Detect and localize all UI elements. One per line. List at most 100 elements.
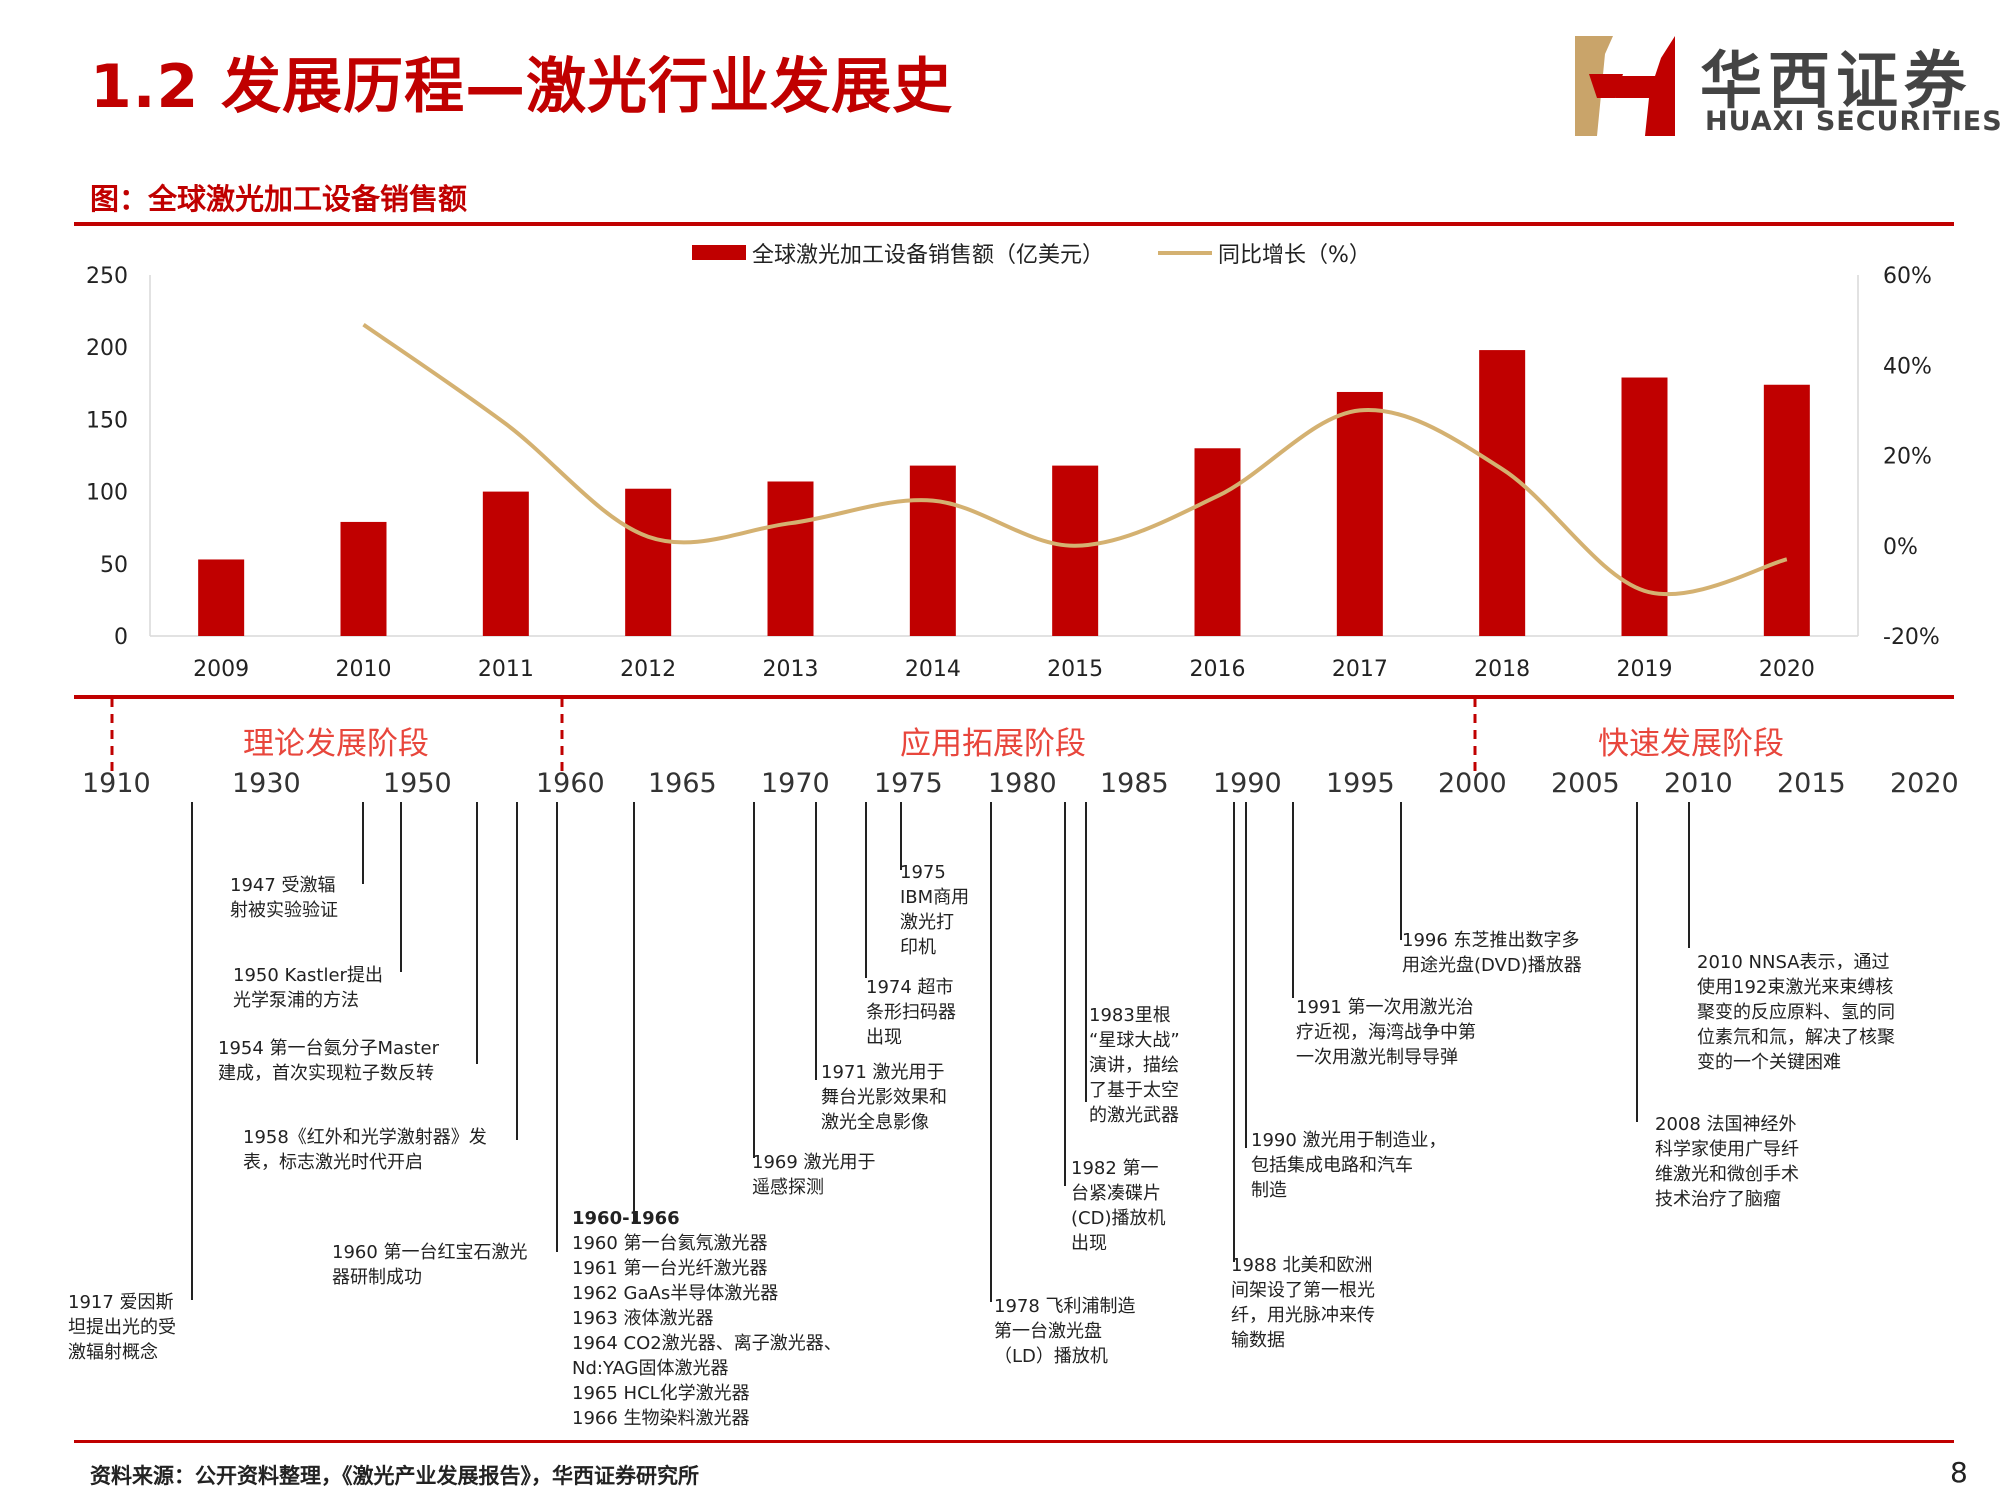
y-left-tick-label: 200 <box>86 336 128 361</box>
bar-2012 <box>625 488 672 636</box>
event-leader-line <box>633 802 635 1222</box>
event-2008: 2008 法国神经外 科学家使用广导纤 维激光和微创手术 技术治疗了脑瘤 <box>1655 1114 1799 1210</box>
y-right-tick-label: -20% <box>1883 625 1940 650</box>
phase-label-theory: 理论发展阶段 <box>243 726 429 762</box>
event-leader-line <box>990 802 992 1302</box>
x-tick-label: 2017 <box>1332 657 1388 682</box>
x-tick-label: 2016 <box>1190 657 1246 682</box>
event-leader-line <box>1085 802 1087 1102</box>
event-1917: 1917 爱因斯 坦提出光的受 激辐射概念 <box>68 1292 176 1363</box>
timeline-year: 1910 <box>82 768 151 799</box>
phase-label-application: 应用拓展阶段 <box>900 726 1086 762</box>
bar-2013 <box>767 481 814 636</box>
y-right-tick-label: 0% <box>1883 535 1918 560</box>
y-right-tick-label: 20% <box>1883 445 1932 470</box>
bar-2015 <box>1052 465 1099 636</box>
timeline-year: 2020 <box>1890 768 1959 799</box>
event-1954: 1954 第一台氨分子Master 建成，首次实现粒子数反转 <box>218 1038 440 1084</box>
event-leader-line <box>1636 802 1638 1122</box>
event-1958: 1958《红外和光学激射器》发 表，标志激光时代开启 <box>243 1127 487 1173</box>
event-1960-1966-title: 1960-1966 <box>572 1208 680 1229</box>
page-title: 1.2 发展历程—激光行业发展史 <box>90 52 954 122</box>
timeline-year: 1975 <box>874 768 943 799</box>
timeline-year: 2005 <box>1551 768 1620 799</box>
event-leader-line <box>516 802 518 1140</box>
event-1996: 1996 东芝推出数字多 用途光盘(DVD)播放器 <box>1402 930 1582 976</box>
x-tick-label: 2009 <box>193 657 249 682</box>
x-tick-label: 2010 <box>336 657 392 682</box>
bar-2011 <box>482 491 529 636</box>
figure-title: 图：全球激光加工设备销售额 <box>90 182 468 216</box>
event-leader-line <box>753 802 755 1158</box>
event-1960-1966-text: 1960 第一台氦氖激光器 1961 第一台光纤激光器 1962 GaAs半导体… <box>572 1233 842 1429</box>
event-leader-line <box>191 802 193 1300</box>
bar-2016 <box>1194 448 1241 636</box>
event-leader-line <box>865 802 867 978</box>
event-leader-line <box>1292 802 1294 998</box>
legend-bar-label: 全球激光加工设备销售额（亿美元） <box>752 243 1104 268</box>
bar-2020 <box>1763 384 1810 636</box>
timeline-year: 1995 <box>1326 768 1395 799</box>
event-1983: 1983里根 “星球大战” 演讲，描绘 了基于太空 的激光武器 <box>1089 1005 1180 1126</box>
bar-2019 <box>1621 377 1668 636</box>
event-1978: 1978 飞利浦制造 第一台激光盘 （LD）播放机 <box>994 1296 1136 1367</box>
event-1950: 1950 Kastler提出 光学泵浦的方法 <box>233 965 383 1011</box>
timeline-year: 2010 <box>1664 768 1733 799</box>
timeline-year: 2000 <box>1438 768 1507 799</box>
x-tick-label: 2013 <box>763 657 819 682</box>
event-leader-line <box>362 802 364 884</box>
event-leader-line <box>1233 802 1235 1262</box>
timeline-year: 1990 <box>1213 768 1282 799</box>
bar-2014 <box>909 465 956 636</box>
logo-chinese-name: 华西证券 <box>1700 44 1973 117</box>
huaxi-logo-icon <box>1575 36 1675 136</box>
event-1974: 1974 超市 条形扫码器 出现 <box>866 977 956 1048</box>
x-tick-label: 2020 <box>1759 657 1815 682</box>
event-1988: 1988 北美和欧洲 间架设了第一根光 纤，用光脉冲来传 输数据 <box>1231 1255 1375 1351</box>
timeline-year: 1960 <box>536 768 605 799</box>
event-leader-line <box>476 802 478 1064</box>
x-tick-label: 2011 <box>478 657 534 682</box>
legend-line-label: 同比增长（%） <box>1218 243 1371 268</box>
timeline-year: 1970 <box>761 768 830 799</box>
timeline-year: 1965 <box>648 768 717 799</box>
event-leader-line <box>1064 802 1066 1186</box>
footer-divider <box>74 1440 1954 1443</box>
y-left-tick-label: 50 <box>100 553 128 578</box>
timeline-year: 1930 <box>232 768 301 799</box>
event-leader-line <box>815 802 817 1080</box>
y-left-tick-label: 250 <box>86 264 128 289</box>
x-tick-label: 2014 <box>905 657 961 682</box>
logo-english-name: HUAXI SECURITIES <box>1705 106 2000 137</box>
event-1975: 1975 IBM商用 激光打 印机 <box>900 862 970 958</box>
event-leader-line <box>1400 802 1402 940</box>
source-note: 资料来源：公开资料整理，《激光产业发展报告》，华西证券研究所 <box>90 1464 699 1488</box>
timeline-year: 1950 <box>383 768 452 799</box>
event-1960: 1960 第一台红宝石激光 器研制成功 <box>332 1242 528 1288</box>
bar-2010 <box>340 521 387 636</box>
event-leader-line <box>400 802 402 972</box>
event-1947: 1947 受激辐 射被实验验证 <box>230 875 338 921</box>
bar-2018 <box>1479 350 1526 636</box>
page-number: 8 <box>1950 1456 1968 1489</box>
event-1971: 1971 激光用于 舞台光影效果和 激光全息影像 <box>821 1062 947 1133</box>
phase-label-rapid-growth: 快速发展阶段 <box>1598 726 1784 762</box>
timeline-year: 1980 <box>988 768 1057 799</box>
bar-2009 <box>198 559 245 636</box>
x-tick-label: 2019 <box>1617 657 1673 682</box>
event-1982: 1982 第一 台紧凑碟片 (CD)播放机 出现 <box>1071 1158 1166 1254</box>
y-left-tick-label: 0 <box>114 625 128 650</box>
event-leader-line <box>1245 802 1247 1148</box>
event-1990: 1990 激光用于制造业， 包括集成电路和汽车 制造 <box>1251 1130 1447 1201</box>
x-tick-label: 2015 <box>1047 657 1103 682</box>
y-left-tick-label: 100 <box>86 481 128 506</box>
y-right-tick-label: 40% <box>1883 354 1932 379</box>
bar-2017 <box>1336 391 1383 636</box>
event-leader-line <box>1688 802 1690 948</box>
event-1960-1966: 1960-1966 1960 第一台氦氖激光器 1961 第一台光纤激光器 19… <box>572 1206 842 1431</box>
timeline-year: 1985 <box>1100 768 1169 799</box>
x-tick-label: 2012 <box>620 657 676 682</box>
figure-title-divider <box>74 222 1954 226</box>
event-2010: 2010 NNSA表示，通过 使用192束激光来束缚核 聚变的反应原料、氢的同 … <box>1697 952 1895 1073</box>
